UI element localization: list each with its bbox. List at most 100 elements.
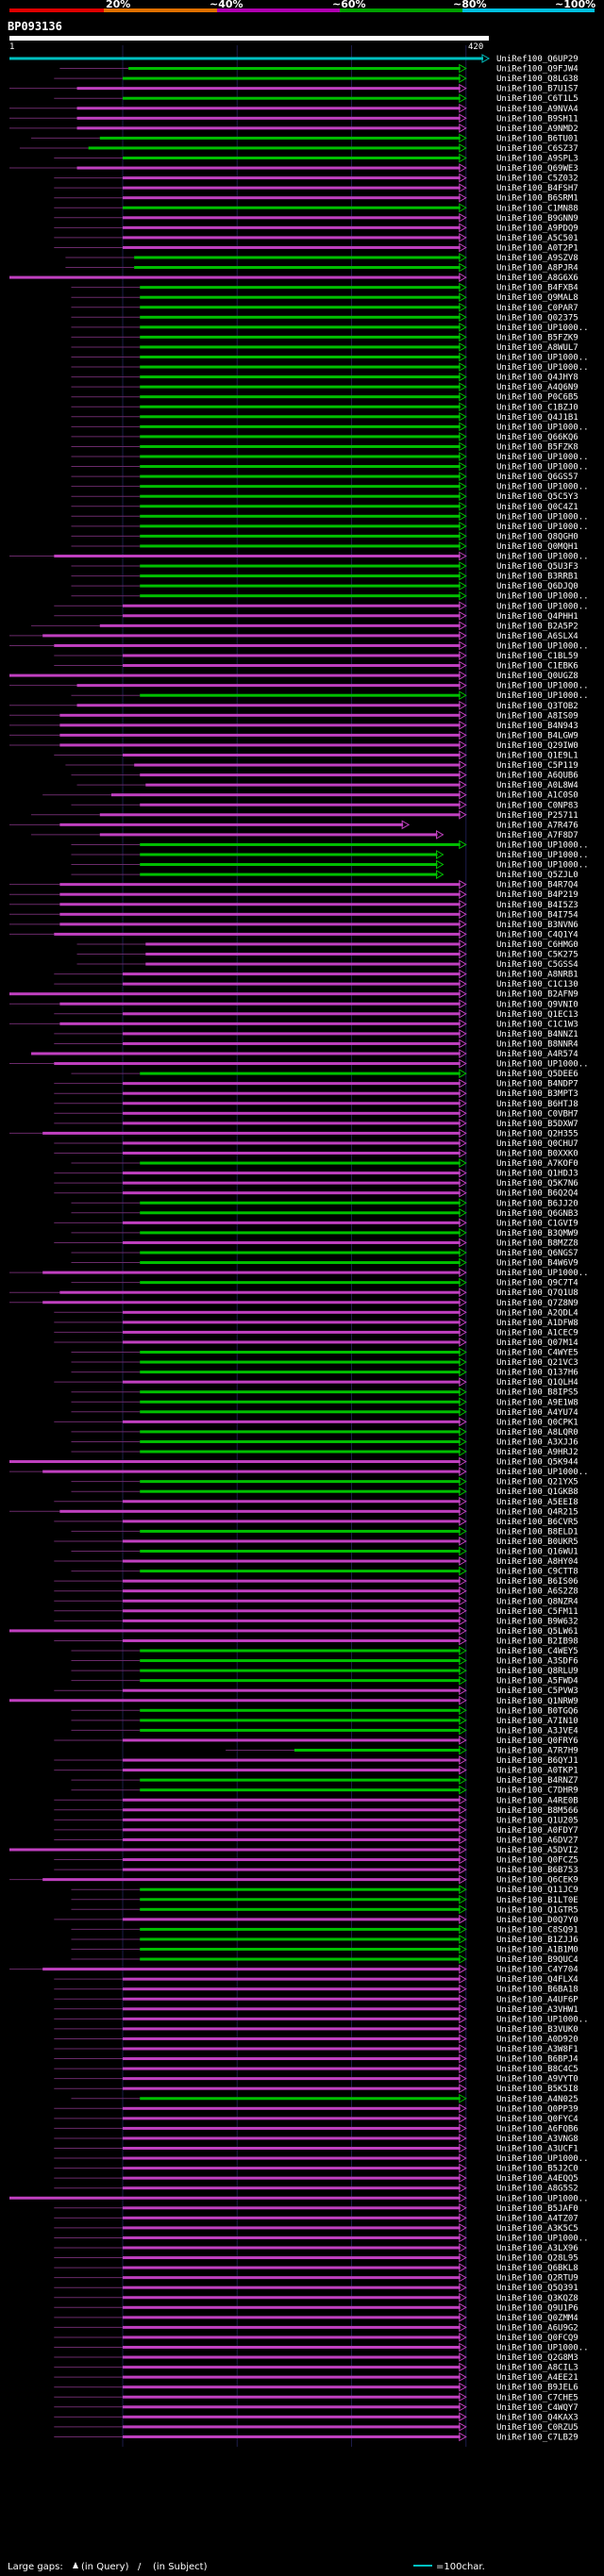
hit-label[interactable]: UniRef100_B0XXK0 — [496, 1150, 579, 1159]
hit-label[interactable]: UniRef100_B6IS06 — [496, 1577, 579, 1587]
hit-label[interactable]: UniRef100_B7U1S7 — [496, 85, 579, 94]
hit-label[interactable]: UniRef100_Q1U205 — [496, 1816, 579, 1825]
hit-label[interactable]: UniRef100_A9E1W8 — [496, 1398, 579, 1407]
hit-label[interactable]: UniRef100_UP1000.. — [496, 2234, 589, 2243]
hit-label[interactable]: UniRef100_Q8LG38 — [496, 75, 579, 84]
hit-label[interactable]: UniRef100_B4LGW9 — [496, 731, 579, 740]
hit-label[interactable]: UniRef100_Q9VNI0 — [496, 1000, 579, 1009]
hit-label[interactable]: UniRef100_B4N943 — [496, 722, 579, 731]
hit-label[interactable]: UniRef100_Q4PHH1 — [496, 612, 579, 622]
hit-label[interactable]: UniRef100_B8C4C5 — [496, 2065, 579, 2074]
hit-label[interactable]: UniRef100_B5JAF0 — [496, 2204, 579, 2214]
hit-label[interactable]: UniRef100_Q137H6 — [496, 1369, 579, 1378]
hit-label[interactable]: UniRef100_UP1000.. — [496, 483, 589, 492]
hit-label[interactable]: UniRef100_A6DV27 — [496, 1836, 579, 1845]
hit-label[interactable]: UniRef100_UP1000.. — [496, 2015, 589, 2024]
hit-label[interactable]: UniRef100_A8PJR4 — [496, 264, 579, 274]
hit-label[interactable]: UniRef100_Q9FJW4 — [496, 65, 579, 75]
hit-label[interactable]: UniRef100_A6SLX4 — [496, 632, 579, 641]
hit-label[interactable]: UniRef100_B1ZJJ6 — [496, 1936, 579, 1945]
hit-label[interactable]: UniRef100_B2AFN9 — [496, 990, 579, 1000]
hit-label[interactable]: UniRef100_B6BPJ4 — [496, 2055, 579, 2065]
hit-label[interactable]: UniRef100_A8HY04 — [496, 1557, 579, 1567]
hit-label[interactable]: UniRef100_B8MZZ8 — [496, 1238, 579, 1248]
hit-label[interactable]: UniRef100_Q16WU1 — [496, 1548, 579, 1557]
hit-label[interactable]: UniRef100_B5FZK8 — [496, 442, 579, 452]
hit-label[interactable]: UniRef100_C6SZ37 — [496, 144, 579, 154]
hit-label[interactable]: UniRef100_Q6DJQ0 — [496, 582, 579, 591]
hit-label[interactable]: UniRef100_B1LT0E — [496, 1896, 579, 1905]
hit-label[interactable]: UniRef100_C4WYE5 — [496, 1349, 579, 1358]
hit-label[interactable]: UniRef100_B5FZK9 — [496, 333, 579, 342]
hit-label[interactable]: UniRef100_B3RRB1 — [496, 573, 579, 582]
hit-label[interactable]: UniRef100_C4Q1Y4 — [496, 930, 579, 939]
hit-label[interactable]: UniRef100_B2A5P2 — [496, 622, 579, 631]
hit-label[interactable]: UniRef100_Q0FCZ5 — [496, 1856, 579, 1866]
hit-label[interactable]: UniRef100_Q0CHU7 — [496, 1139, 579, 1149]
hit-label[interactable]: UniRef100_C7CHE5 — [496, 2393, 579, 2402]
hit-label[interactable]: UniRef100_A4UF6P — [496, 1995, 579, 2004]
hit-label[interactable]: UniRef100_A1B1M0 — [496, 1946, 579, 1955]
hit-label[interactable]: UniRef100_A3W8F1 — [496, 2045, 579, 2054]
hit-label[interactable]: UniRef100_Q5K7N6 — [496, 1179, 579, 1188]
hit-label[interactable]: UniRef100_UP1000.. — [496, 682, 589, 691]
hit-label[interactable]: UniRef100_Q1GTR5 — [496, 1905, 579, 1915]
hit-label[interactable]: UniRef100_B5DXW7 — [496, 1120, 579, 1129]
hit-label[interactable]: UniRef100_B4R7Q4 — [496, 881, 579, 890]
hit-label[interactable]: UniRef100_UP1000.. — [496, 592, 589, 602]
hit-label[interactable]: UniRef100_A4EE21 — [496, 2373, 579, 2383]
hit-label[interactable]: UniRef100_B4FSH7 — [496, 184, 579, 193]
hit-label[interactable]: UniRef100_C8SQ91 — [496, 1925, 579, 1935]
hit-label[interactable]: UniRef100_B4NNZ1 — [496, 1030, 579, 1039]
hit-label[interactable]: UniRef100_A3LX96 — [496, 2244, 579, 2253]
hit-label[interactable]: UniRef100_A3XJJ6 — [496, 1438, 579, 1447]
hit-label[interactable]: UniRef100_Q5Q391 — [496, 2284, 579, 2293]
hit-label[interactable]: UniRef100_A9PDQ9 — [496, 224, 579, 233]
hit-label[interactable]: UniRef100_Q0FYC4 — [496, 2115, 579, 2124]
hit-label[interactable]: UniRef100_Q0C4Z1 — [496, 503, 579, 512]
hit-label[interactable]: UniRef100_A3K5C5 — [496, 2224, 579, 2234]
hit-label[interactable]: UniRef100_A0FDY7 — [496, 1826, 579, 1836]
hit-label[interactable]: UniRef100_A1C0S0 — [496, 791, 579, 801]
hit-label[interactable]: UniRef100_A4R574 — [496, 1050, 579, 1059]
hit-label[interactable]: UniRef100_A0T2P1 — [496, 243, 579, 253]
hit-label[interactable]: UniRef100_B0TGQ6 — [496, 1706, 579, 1716]
hit-label[interactable]: UniRef100_Q9C7T4 — [496, 1279, 579, 1288]
hit-label[interactable]: UniRef100_Q66KQ6 — [496, 433, 579, 442]
hit-label[interactable]: UniRef100_C1BL59 — [496, 652, 579, 661]
hit-label[interactable]: UniRef100_Q21YX5 — [496, 1478, 579, 1487]
hit-label[interactable]: UniRef100_UP1000.. — [496, 512, 589, 522]
hit-label[interactable]: UniRef100_P25711 — [496, 811, 579, 821]
hit-label[interactable]: UniRef100_Q21VC3 — [496, 1358, 579, 1368]
hit-label[interactable]: UniRef100_B4RNZ7 — [496, 1776, 579, 1786]
hit-label[interactable]: UniRef100_B4I5Z3 — [496, 901, 579, 910]
hit-label[interactable]: UniRef100_Q5C5Y3 — [496, 492, 579, 502]
hit-label[interactable]: UniRef100_C5Z032 — [496, 175, 579, 184]
hit-label[interactable]: UniRef100_UP1000.. — [496, 453, 589, 462]
hit-label[interactable]: UniRef100_UP1000.. — [496, 363, 589, 373]
hit-label[interactable]: UniRef100_B9SH11 — [496, 114, 579, 124]
hit-label[interactable]: UniRef100_B8NNR4 — [496, 1039, 579, 1049]
hit-label[interactable]: UniRef100_Q07M14 — [496, 1338, 579, 1348]
hit-label[interactable]: UniRef100_A6FQB6 — [496, 2124, 579, 2134]
hit-label[interactable]: UniRef100_B4FXB4 — [496, 284, 579, 293]
hit-label[interactable]: UniRef100_B5J2C0 — [496, 2165, 579, 2174]
hit-label[interactable]: UniRef100_UP1000.. — [496, 851, 589, 860]
hit-label[interactable]: UniRef100_A8WUL7 — [496, 343, 579, 353]
hit-label[interactable]: UniRef100_Q5LW61 — [496, 1627, 579, 1637]
hit-label[interactable]: UniRef100_Q4R215 — [496, 1507, 579, 1517]
hit-label[interactable]: UniRef100_Q2H355 — [496, 1129, 579, 1138]
hit-label[interactable]: UniRef100_Q0FCQ9 — [496, 2334, 579, 2343]
hit-label[interactable]: UniRef100_A4TZ07 — [496, 2214, 579, 2223]
hit-label[interactable]: UniRef100_Q0FRY6 — [496, 1737, 579, 1746]
hit-label[interactable]: UniRef100_UP1000.. — [496, 1269, 589, 1278]
hit-label[interactable]: UniRef100_C4WQY7 — [496, 2403, 579, 2413]
hit-label[interactable]: UniRef100_UP1000.. — [496, 861, 589, 871]
hit-label[interactable]: UniRef100_Q0MQH1 — [496, 542, 579, 552]
hit-label[interactable]: UniRef100_B4W6V9 — [496, 1259, 579, 1269]
hit-label[interactable]: UniRef100_Q6BKL8 — [496, 2264, 579, 2273]
hit-label[interactable]: UniRef100_C5PVW3 — [496, 1687, 579, 1696]
hit-label[interactable]: UniRef100_C0RZU5 — [496, 2423, 579, 2433]
hit-label[interactable]: UniRef100_B6QYJ1 — [496, 1756, 579, 1766]
hit-label[interactable]: UniRef100_Q29IW0 — [496, 741, 579, 751]
